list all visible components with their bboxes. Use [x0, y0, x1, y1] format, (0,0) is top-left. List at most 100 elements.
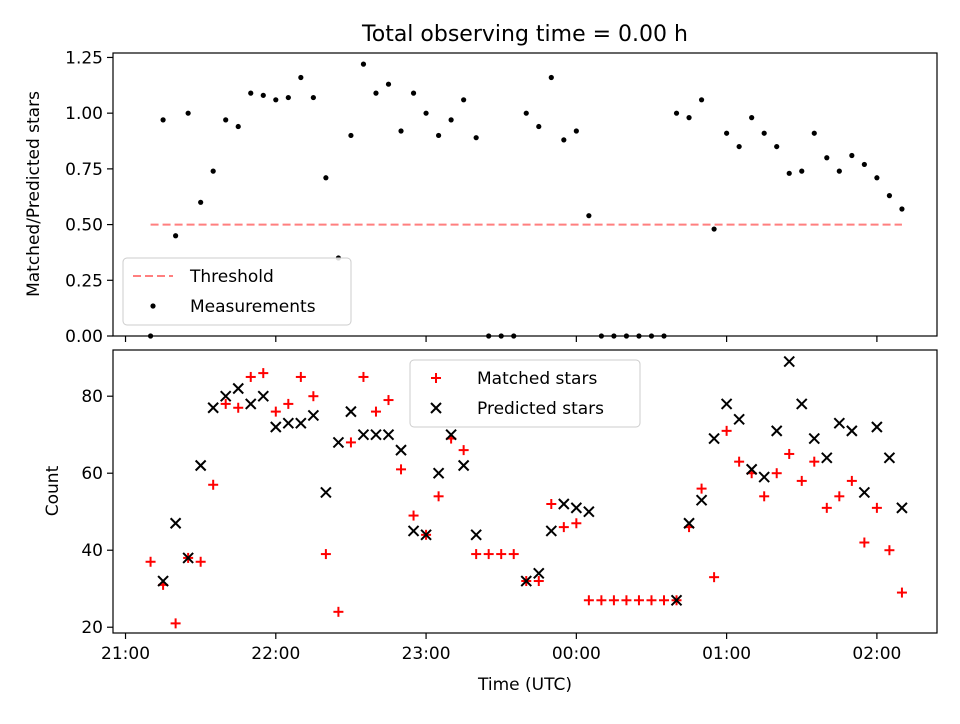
chart-title: Total observing time = 0.00 h	[361, 22, 688, 47]
measurement-point	[210, 168, 216, 174]
measurement-point	[410, 90, 417, 96]
measurement-point	[285, 94, 291, 101]
measurement-point	[185, 110, 191, 116]
predicted-point	[219, 390, 232, 402]
matched-point	[659, 595, 670, 606]
measurements-legend-swatch	[150, 303, 156, 309]
matched-point	[483, 549, 494, 560]
matched-point	[383, 395, 394, 406]
matched-point	[195, 556, 206, 567]
measurements-legend-label: Measurements	[190, 297, 316, 317]
predicted-point	[270, 421, 282, 433]
measurement-point	[348, 132, 354, 139]
measurement-point	[886, 193, 893, 199]
matched-point	[308, 391, 319, 402]
measurement-point	[861, 161, 867, 168]
matched-point	[145, 556, 156, 567]
matched-point	[571, 518, 582, 529]
measurement-point	[561, 137, 567, 143]
matched-point	[696, 483, 707, 494]
matched-point	[258, 368, 269, 379]
predicted-point	[858, 486, 871, 499]
measurement-point	[673, 110, 680, 116]
matched-point	[208, 479, 219, 490]
measurement-point	[811, 130, 817, 136]
matched-point	[295, 371, 306, 382]
measurement-point	[523, 110, 529, 116]
predicted-point	[670, 594, 683, 606]
matched-point	[558, 522, 569, 533]
measurement-point	[398, 128, 404, 134]
measurement-point	[799, 168, 805, 174]
top-y-tick-label: 1.00	[65, 104, 103, 124]
predicted-point	[157, 575, 169, 587]
predicted-point	[771, 425, 783, 437]
predicted-point	[896, 502, 908, 514]
threshold-legend-label: Threshold	[189, 267, 274, 287]
predicted-point	[558, 498, 570, 510]
measurement-point	[761, 130, 767, 136]
measurement-point	[448, 117, 454, 123]
predicted-point	[295, 417, 307, 429]
predicted-point	[420, 529, 432, 541]
predicted-point	[320, 486, 332, 499]
top-y-tick-label: 0.50	[65, 216, 103, 236]
matched-point	[245, 371, 256, 382]
predicted-point	[395, 444, 407, 456]
matched-point	[496, 549, 507, 560]
bottom-legend: Matched stars Predicted stars	[409, 359, 641, 428]
predicted-point	[808, 432, 820, 445]
matched-point	[233, 402, 244, 413]
measurement-point	[573, 128, 579, 134]
top-plot-marks	[147, 61, 905, 339]
measurement-point	[874, 175, 880, 181]
predicted-point	[871, 421, 883, 433]
bottom-legend-box	[409, 359, 641, 428]
matched-point	[834, 491, 845, 502]
measurement-point	[461, 97, 467, 103]
measurement-point	[749, 115, 755, 121]
matched-point	[596, 595, 607, 606]
predicted-point	[169, 517, 182, 529]
measurement-point	[360, 61, 367, 67]
matched-point	[458, 445, 469, 456]
top-y-tick-label: 1.25	[65, 48, 103, 68]
matched-point	[809, 456, 820, 467]
top-y-tick-label: 0.75	[65, 160, 103, 180]
measurement-point	[774, 143, 780, 150]
matched-point	[396, 464, 407, 475]
bottom-panel: 21:00 22:00 23:00 00:00 01:00 02:00 20 40 60 80 C…	[43, 349, 938, 695]
predicted-point	[332, 436, 345, 449]
matched-point	[471, 549, 482, 560]
x-tick-label: 00:00	[552, 644, 601, 664]
predicted-point	[846, 425, 858, 437]
matched-point	[283, 398, 294, 409]
measurement-point	[260, 92, 266, 98]
predicted-point	[194, 459, 207, 472]
matched-legend-label: Matched stars	[477, 369, 597, 389]
measurement-point	[435, 132, 442, 139]
matched-point	[333, 606, 344, 617]
measurement-point	[173, 233, 179, 239]
matched-point	[734, 456, 745, 467]
top-y-tick-label: 0.00	[65, 327, 103, 347]
x-tick-label: 02:00	[852, 644, 901, 664]
x-tick-label: 23:00	[402, 644, 451, 664]
measurement-point	[786, 170, 792, 176]
matched-point	[796, 475, 807, 486]
predicted-point	[796, 398, 808, 410]
x-tick-label: 01:00	[702, 644, 751, 664]
measurement-point	[310, 94, 316, 101]
matched-point	[608, 595, 619, 606]
predicted-point	[382, 429, 395, 441]
predicted-point	[745, 463, 758, 476]
matched-point	[621, 595, 632, 606]
predicted-point	[758, 471, 770, 483]
matched-point	[433, 491, 444, 502]
matched-point	[771, 468, 782, 479]
matched-point	[633, 595, 644, 606]
predicted-legend-label: Predicted stars	[477, 399, 604, 419]
predicted-point	[407, 525, 420, 537]
top-legend-box	[122, 257, 352, 326]
